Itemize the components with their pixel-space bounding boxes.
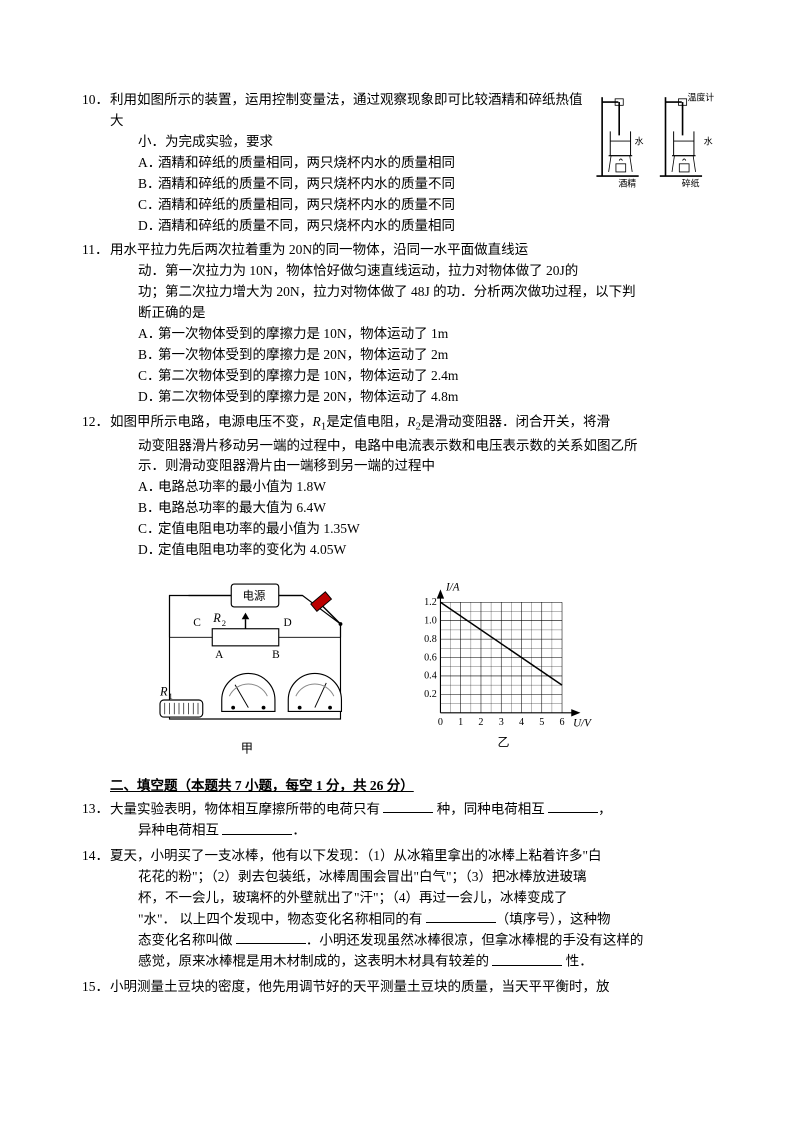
svg-text:C: C xyxy=(193,617,201,629)
q11-stem-4: 断正确的是 xyxy=(110,303,724,324)
q13-line-2: 异种电荷相互 ． xyxy=(110,820,724,841)
fuel-right-label: 碎纸 xyxy=(682,178,700,189)
svg-text:B: B xyxy=(272,649,280,661)
ytick-0: 0.2 xyxy=(424,689,437,700)
q10-opt-d: 酒精和碎纸的质量不同，两只烧杯内水的质量相同 xyxy=(158,218,455,233)
section-2-header: 二、填空题（本题共 7 小题，每空 1 分，共 26 分） xyxy=(110,776,724,797)
r2-label: R xyxy=(212,611,221,625)
thermometer-label: 温度计 xyxy=(687,91,714,102)
q10-number: 10． xyxy=(82,90,109,111)
xtick-2: 3 xyxy=(499,717,504,728)
circuit-figure: 电源 C D A B R2 xyxy=(130,567,380,764)
q12-opt-a: 电路总功率的最小值为 1.8W xyxy=(158,479,326,494)
calorimeter-svg: 温度计 水 水 酒精 碎纸 xyxy=(594,86,724,201)
q15-line-1: 小明测量土豆块的密度，他先用调节好的天平测量土豆块的质量，当天平平衡时，放 xyxy=(110,977,724,998)
q14-line-2: 花花的粉"；（2）剥去包装纸，冰棒周围会冒出"白气"；（3）把冰棒放进玻璃 xyxy=(110,867,724,888)
xtick-0: 1 xyxy=(458,717,463,728)
q14-line-3: 杯，不一会儿，玻璃杯的外壁就出了"汗"；（4）再过一会儿，冰棒变成了 xyxy=(110,888,724,909)
xtick-1: 2 xyxy=(478,717,483,728)
circuit-svg: 电源 C D A B R2 xyxy=(130,567,380,757)
q14-line-5: 态变化名称叫做 ．小明还发现虽然冰棒很凉，但拿冰棒棍的手没有这样的 xyxy=(110,930,724,951)
q14-line-6: 感觉，原来冰棒棍是用木材制成的，这表明木材具有较差的 性． xyxy=(110,951,724,972)
q12-number: 12． xyxy=(82,412,109,433)
q11-opt-d: 第二次物体受到的摩擦力是 20N，物体运动了 4.8m xyxy=(158,389,458,404)
fuel-left-label: 酒精 xyxy=(618,178,636,189)
chart-figure: 0.2 0.4 0.6 0.8 1.0 1.2 0 1 2 3 4 5 xyxy=(404,582,604,764)
circuit-caption: 甲 xyxy=(241,741,253,755)
q14-number: 14． xyxy=(82,846,109,867)
q14-line-1: 夏天，小明买了一支冰棒，他有以下发现：（1）从冰箱里拿出的冰棒上粘着许多"白 xyxy=(110,846,724,867)
x-axis-label: U/V xyxy=(573,718,592,730)
q11-opt-a: 第一次物体受到的摩擦力是 10N，物体运动了 1m xyxy=(158,326,448,341)
ytick-1: 0.4 xyxy=(424,671,437,682)
ytick-4: 1.0 xyxy=(424,616,437,627)
svg-text:1: 1 xyxy=(169,691,173,701)
q15-number: 15． xyxy=(82,977,109,998)
battery-label: 电源 xyxy=(243,588,266,602)
question-14: 14． 夏天，小明买了一支冰棒，他有以下发现：（1）从冰箱里拿出的冰棒上粘着许多… xyxy=(110,846,724,973)
q12-stem-1: 如图甲所示电路，电源电压不变，R1是定值电阻，R2是滑动变阻器．闭合开关，将滑 xyxy=(110,412,724,436)
q13-line-1: 大量实验表明，物体相互摩擦所带的电荷只有 种，同种电荷相互 ， xyxy=(110,799,724,820)
y-axis-label: I/A xyxy=(445,582,460,593)
svg-text:A: A xyxy=(215,649,224,661)
r1-label: R xyxy=(159,684,168,698)
calorimeter-figure: 温度计 水 水 酒精 碎纸 xyxy=(594,86,724,208)
q11-opt-b: 第一次物体受到的摩擦力是 20N，物体运动了 2m xyxy=(158,347,448,362)
q11-number: 11． xyxy=(82,240,109,261)
chart-svg: 0.2 0.4 0.6 0.8 1.0 1.2 0 1 2 3 4 5 xyxy=(404,582,604,757)
ytick-3: 0.8 xyxy=(424,634,437,645)
q12-opt-d: 定值电阻电功率的变化为 4.05W xyxy=(158,542,346,557)
ytick-5: 1.2 xyxy=(424,597,437,608)
water-label-r: 水 xyxy=(704,135,713,146)
question-13: 13． 大量实验表明，物体相互摩擦所带的电荷只有 种，同种电荷相互 ， 异种电荷… xyxy=(110,799,724,842)
ytick-2: 0.6 xyxy=(424,652,437,663)
water-label-l: 水 xyxy=(635,135,644,146)
q11-stem-3: 功；第二次拉力增大为 20N，拉力对物体做了 48J 的功．分析两次做功过程，以… xyxy=(110,282,724,303)
origin-label: 0 xyxy=(438,717,443,728)
xtick-3: 4 xyxy=(519,717,524,728)
q12-options: A．电路总功率的最小值为 1.8W B．电路总功率的最大值为 6.4W C．定值… xyxy=(110,477,724,561)
q12-opt-c: 定值电阻电功率的最小值为 1.35W xyxy=(158,521,360,536)
xtick-5: 6 xyxy=(559,717,564,728)
q11-stem-1: 用水平拉力先后两次拉着重为 20N的同一物体，沿同一水平面做直线运 xyxy=(110,240,724,261)
q12-figures: 电源 C D A B R2 xyxy=(110,567,724,764)
q10-opt-b: 酒精和碎纸的质量不同，两只烧杯内水的质量不同 xyxy=(158,176,455,191)
q10-opt-a: 酒精和碎纸的质量相同，两只烧杯内水的质量相同 xyxy=(158,155,455,170)
question-11: 11． 用水平拉力先后两次拉着重为 20N的同一物体，沿同一水平面做直线运 动．… xyxy=(110,240,724,407)
question-12: 12． 如图甲所示电路，电源电压不变，R1是定值电阻，R2是滑动变阻器．闭合开关… xyxy=(110,412,724,561)
svg-text:D: D xyxy=(284,617,292,629)
q11-opt-c: 第二次物体受到的摩擦力是 10N，物体运动了 2.4m xyxy=(158,368,458,383)
q10-opt-c: 酒精和碎纸的质量相同，两只烧杯内水的质量不同 xyxy=(158,197,455,212)
svg-text:2: 2 xyxy=(222,618,226,628)
q11-options: A．第一次物体受到的摩擦力是 10N，物体运动了 1m B．第一次物体受到的摩擦… xyxy=(110,324,724,408)
q12-stem-2: 动变阻器滑片移动另一端的过程中，电路中电流表示数和电压表示数的关系如图乙所 xyxy=(110,436,724,457)
xtick-4: 5 xyxy=(539,717,544,728)
q12-stem-3: 示．则滑动变阻器滑片由一端移到另一端的过程中 xyxy=(110,456,724,477)
chart-caption: 乙 xyxy=(498,735,510,749)
question-15: 15． 小明测量土豆块的密度，他先用调节好的天平测量土豆块的质量，当天平平衡时，… xyxy=(110,977,724,998)
q11-stem-2: 动．第一次拉力为 10N，物体恰好做匀速直线运动，拉力对物体做了 20J的 xyxy=(110,261,724,282)
q12-opt-b: 电路总功率的最大值为 6.4W xyxy=(158,500,326,515)
q13-number: 13． xyxy=(82,799,109,820)
question-10: 10． xyxy=(110,90,724,236)
q14-line-4: "水"． 以上四个发现中，物态变化名称相同的有 （填序号），这种物 xyxy=(110,909,724,930)
